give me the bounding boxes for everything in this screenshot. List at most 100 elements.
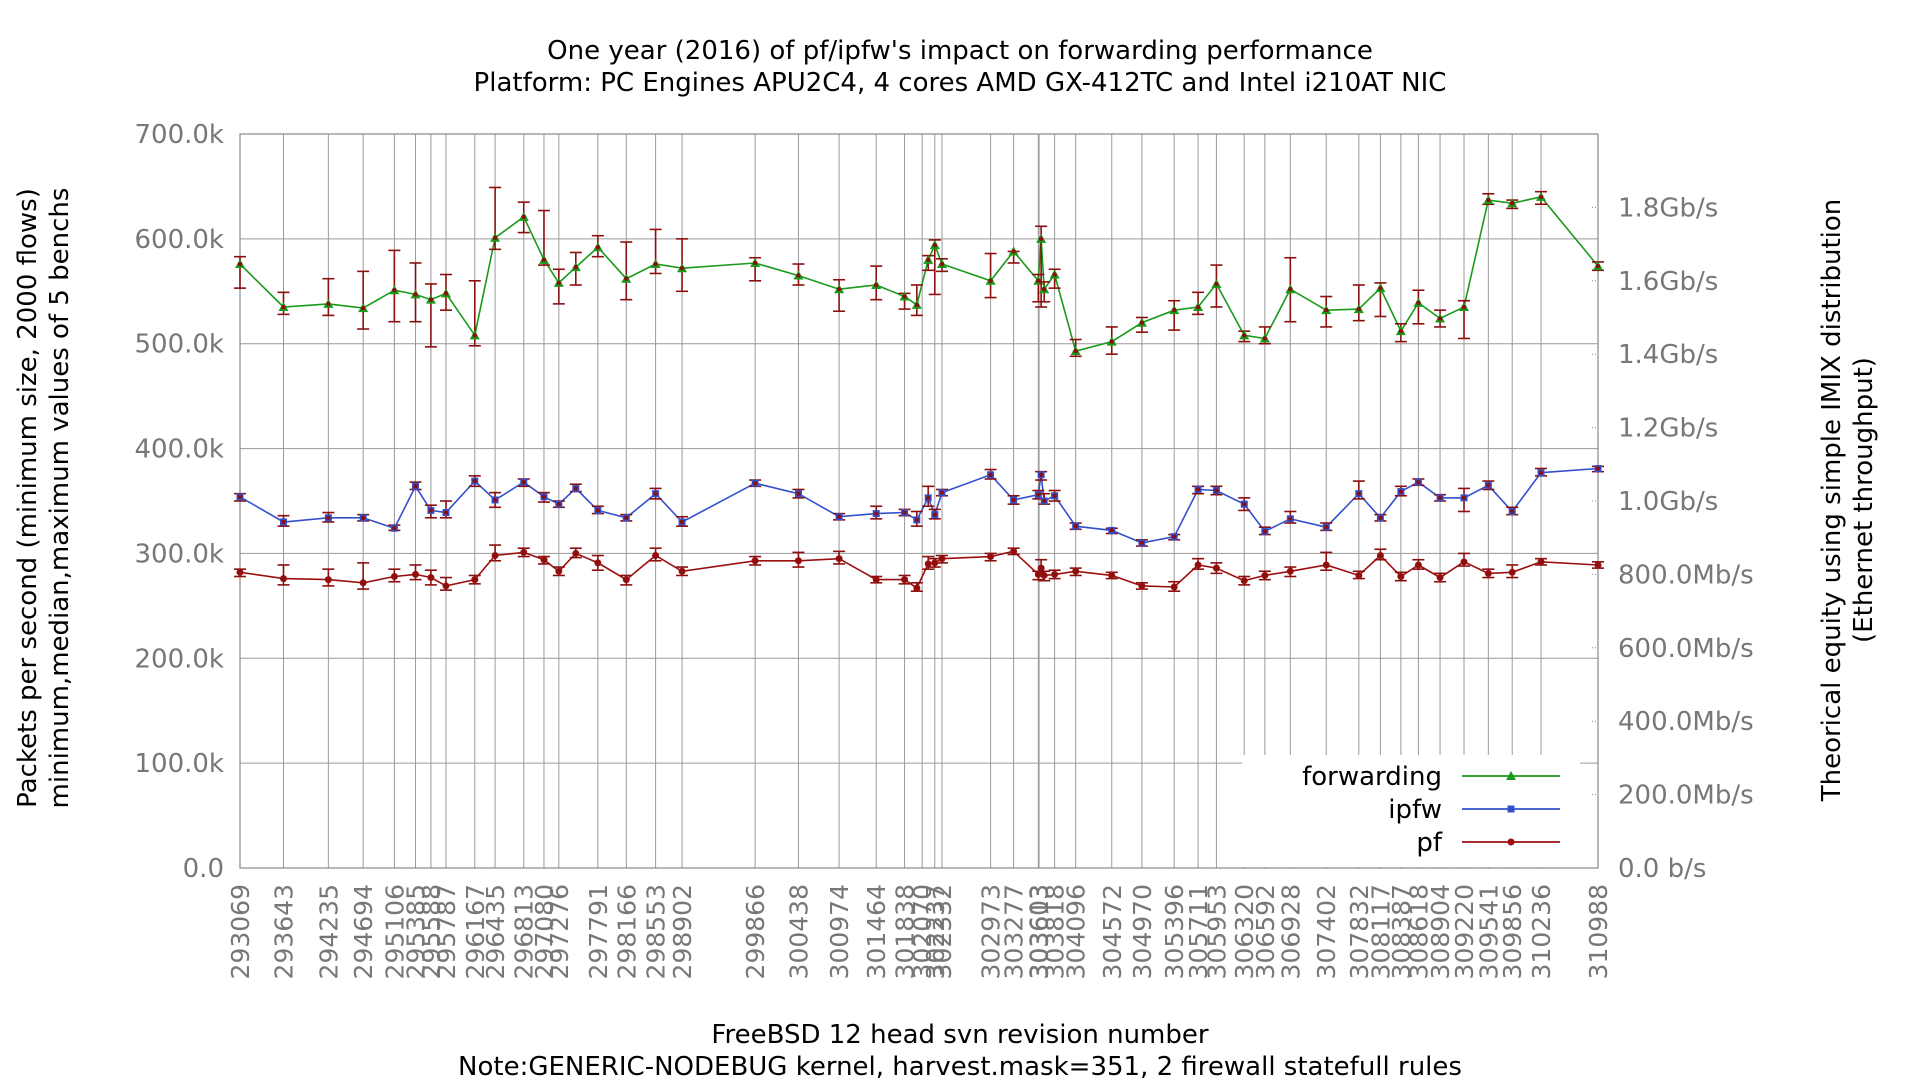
median-mark [595,245,601,250]
median-mark [1052,493,1057,498]
y2-axis-label-2: (Ethernet throughput) [1849,357,1879,643]
median-mark [1195,562,1201,568]
median-mark [492,235,498,241]
median-mark [939,556,945,561]
series-pf [234,544,1604,592]
median-mark [1038,472,1044,477]
median-mark [1324,525,1329,530]
median-mark [1073,523,1078,529]
median-mark [1510,509,1515,514]
median-mark [1595,263,1601,269]
median-mark [914,585,920,591]
median-mark [1262,529,1268,534]
median-mark [1041,286,1047,292]
legend-marker-pf [1507,838,1515,846]
median-mark [1195,487,1201,492]
median-mark [932,560,938,566]
median-mark [1052,572,1057,577]
x-tick-label: 301464 [862,884,891,979]
x-tick-label: 306928 [1276,884,1305,979]
x-tick-label: 301838 [891,884,920,979]
y-tick-label: 0.0 [183,854,224,884]
median-mark [326,301,331,307]
median-mark [1214,488,1219,493]
median-mark [1486,571,1491,576]
median-mark [752,558,758,563]
y2-tick-label: 200.0Mb/s [1618,781,1754,811]
median-mark [595,560,601,566]
x-tick-label: 306320 [1230,884,1259,979]
median-mark [653,491,658,496]
median-mark [1011,497,1016,503]
median-mark [413,484,418,489]
median-mark [1486,197,1491,203]
x-tick-label: 298902 [668,884,697,979]
legend-box [1242,755,1580,867]
median-mark [428,508,434,513]
median-mark [413,292,418,297]
median-mark [1172,584,1177,590]
x-axis-label: FreeBSD 12 head svn revision number [711,1020,1209,1050]
median-mark [752,260,758,266]
y2-tick-label: 800.0Mb/s [1618,560,1754,590]
median-mark [1214,281,1219,287]
median-mark [392,574,397,579]
x-tick-label: 302070 [908,884,937,979]
x-tick-label: 296167 [461,884,490,979]
x-tick-label: 304572 [1098,884,1127,979]
x-tick-label: 303603 [1024,884,1053,979]
x-tick-label: 294694 [349,884,378,979]
x-tick-label: 295106 [380,884,409,979]
median-mark [281,304,286,310]
median-mark [1324,562,1329,568]
median-mark [1486,483,1491,488]
median-mark [1109,339,1114,344]
median-mark [521,550,526,555]
median-mark [326,577,331,582]
y2-tick-label: 0.0 b/s [1618,854,1706,884]
median-mark [360,580,366,585]
series-forwarding [234,186,1604,358]
median-mark [428,575,434,580]
median-mark [281,519,286,525]
y2-tick-label: 1.0Gb/s [1618,487,1718,517]
median-mark [1288,286,1293,292]
y2-tick-label: 1.6Gb/s [1618,267,1718,297]
median-mark [237,261,243,267]
median-mark [392,526,397,531]
x-tick-label: 309220 [1450,884,1479,979]
legend-label-pf: pf [1416,828,1443,858]
chart-subtitle: Platform: PC Engines APU2C4, 4 cores AMD… [473,68,1447,98]
x-tick-label: 308117 [1366,884,1395,979]
y-axis-label: Packets per second (minimum size, 2000 f… [13,188,43,808]
median-mark [1437,495,1443,501]
series-ipfw [234,464,1604,547]
median-mark [1242,333,1247,338]
median-mark [679,569,685,574]
median-mark [392,288,397,293]
median-mark [939,261,945,267]
median-mark [1595,562,1601,568]
median-mark [796,273,801,278]
series-layer [234,186,1604,592]
median-mark [360,305,366,311]
median-mark [1262,336,1268,341]
x-tick-label: 304096 [1062,884,1091,979]
median-mark [1510,201,1515,206]
median-mark [1052,272,1057,277]
median-mark [679,266,685,271]
y2-tick-label: 1.4Gb/s [1618,340,1718,370]
median-mark [926,495,931,501]
median-mark [413,572,418,577]
median-mark [902,510,907,515]
median-mark [874,282,879,288]
x-tick-label: 296435 [481,884,510,979]
x-tick-label: 303818 [1041,884,1070,979]
x-tick-label: 295385 [402,884,431,979]
median-mark [541,257,547,263]
median-mark [492,497,498,503]
median-mark [573,264,579,270]
x-tick-label: 308618 [1404,884,1433,979]
